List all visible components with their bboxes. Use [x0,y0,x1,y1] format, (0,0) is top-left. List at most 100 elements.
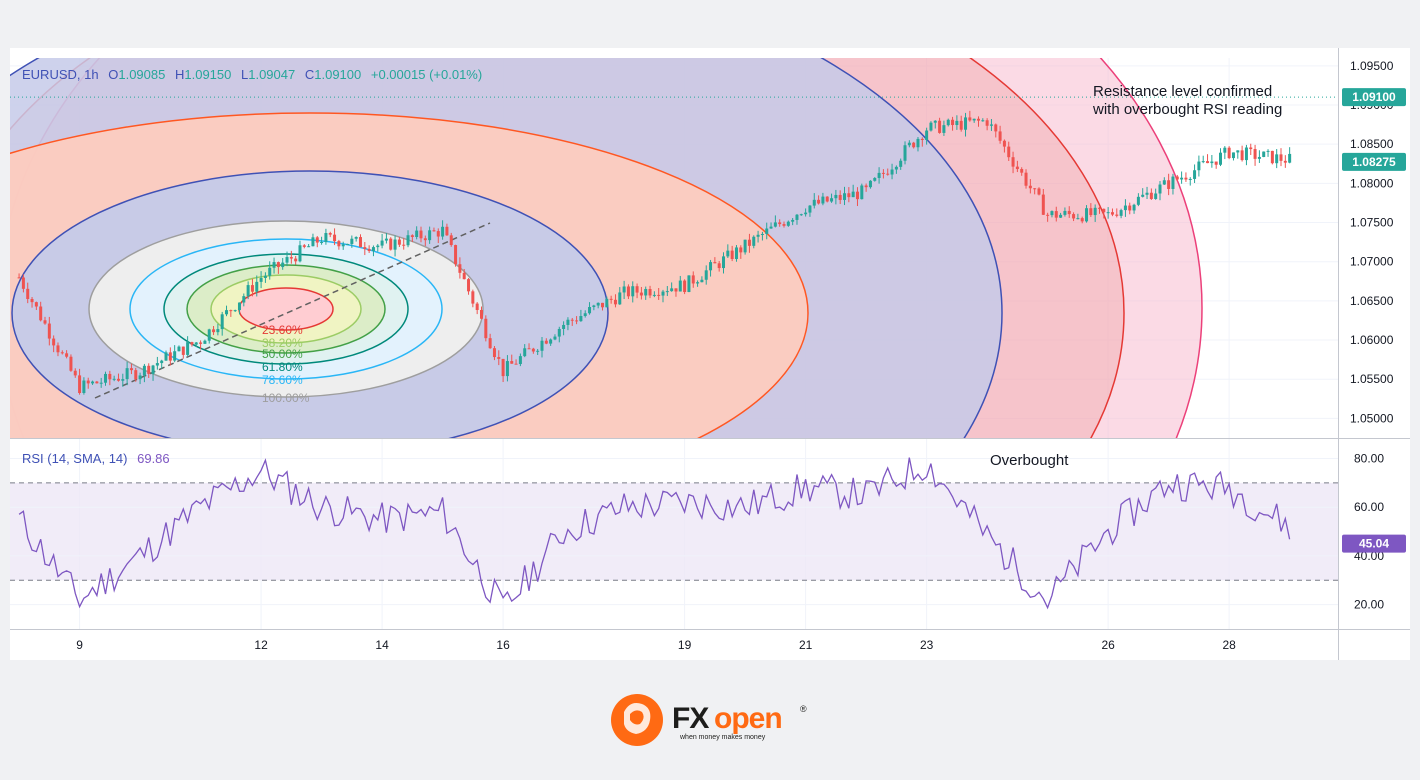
candle-body [276,262,280,268]
candle-body [397,239,401,245]
time-tick-label: 14 [375,638,389,652]
candle-body [471,291,475,304]
fib-ellipses [10,58,1203,438]
candle-body [445,226,449,236]
candle-body [199,342,203,344]
candle-body [570,319,574,321]
candle-body [730,250,734,260]
candle-body [626,286,630,297]
candle-body [272,262,276,268]
candle-body [601,302,605,308]
candle-body [1171,176,1175,189]
candle-body [1236,150,1240,153]
resistance-annotation-line1: Resistance level confirmed [1093,83,1272,100]
candle-body [1279,154,1283,161]
candle-body [743,239,747,253]
candle-body [864,185,868,188]
candle-body [26,288,30,299]
candle-body [250,285,254,292]
candle-body [501,358,505,377]
candle-body [756,234,760,237]
fib-level-label: 23.60% [262,323,303,337]
candle-body [976,118,980,121]
candle-body [320,241,324,243]
candle-body [778,222,782,225]
candle-body [804,212,808,215]
candle-body [1080,218,1084,222]
candle-body [108,373,112,380]
candle-body [467,279,471,292]
time-tick-label: 9 [76,638,83,652]
candle-body [1067,210,1071,215]
candle-body [562,324,566,329]
candle-body [505,361,509,377]
candle-body [514,363,518,365]
candle-body [886,173,890,175]
candle-body [544,340,548,344]
candle-body [229,310,233,312]
candle-body [808,205,812,213]
candle-body [998,131,1002,141]
candle-body [121,379,125,381]
candle-body [497,357,501,359]
candle-body [786,221,790,226]
candle-body [825,196,829,202]
candle-body [207,329,211,341]
candle-body [52,338,56,346]
rsi-legend-value: 69.86 [137,451,170,466]
candle-body [709,262,713,271]
candle-body [1175,176,1179,180]
candle-body [410,235,414,238]
candle-body [1046,214,1050,216]
candle-body [959,120,963,130]
candle-body [791,219,795,222]
candle-body [1283,160,1287,163]
rsi-legend: RSI (14, SMA, 14) 69.86 [22,451,170,466]
candle-body [739,247,743,253]
candle-body [752,236,756,246]
candle-body [389,238,393,250]
candle-body [69,356,73,371]
time-tick-label: 19 [678,638,692,652]
candle-body [436,231,440,237]
candle-body [462,272,466,280]
candle-body [160,360,164,364]
candle-body [925,130,929,140]
candle-body [1089,208,1093,216]
price-tick-label: 1.07000 [1350,255,1394,269]
candle-body [704,270,708,280]
price-tick-label: 1.06500 [1350,294,1394,308]
trading-chart[interactable]: 23.60%38.20%50.00%61.80%78.60% 100.00% 1.… [10,48,1410,660]
candle-body [657,294,661,296]
candle-body [384,238,388,241]
fib-level-label: 100.00% [262,391,310,405]
candle-body [894,166,898,170]
candle-body [333,234,337,242]
candle-body [82,380,86,394]
candle-body [1063,210,1067,215]
candle-body [1219,152,1223,165]
candle-body [670,288,674,292]
candle-body [1184,177,1188,180]
last-price-text: 1.08275 [1352,155,1396,169]
candle-body [237,302,241,311]
candle-body [566,319,570,325]
candle-body [1024,172,1028,186]
candle-body [765,228,769,234]
candle-body [263,275,267,278]
candle-body [1106,212,1110,214]
candle-body [838,194,842,200]
candle-body [367,249,371,252]
svg-text:FX: FX [672,702,709,735]
candle-body [847,193,851,198]
price-tick-label: 1.08500 [1350,137,1394,151]
candle-body [691,275,695,284]
candle-body [475,303,479,310]
candle-body [1020,169,1024,173]
candle-body [1115,214,1119,216]
candle-body [441,226,445,237]
candle-body [1180,177,1184,180]
candle-body [168,352,172,361]
